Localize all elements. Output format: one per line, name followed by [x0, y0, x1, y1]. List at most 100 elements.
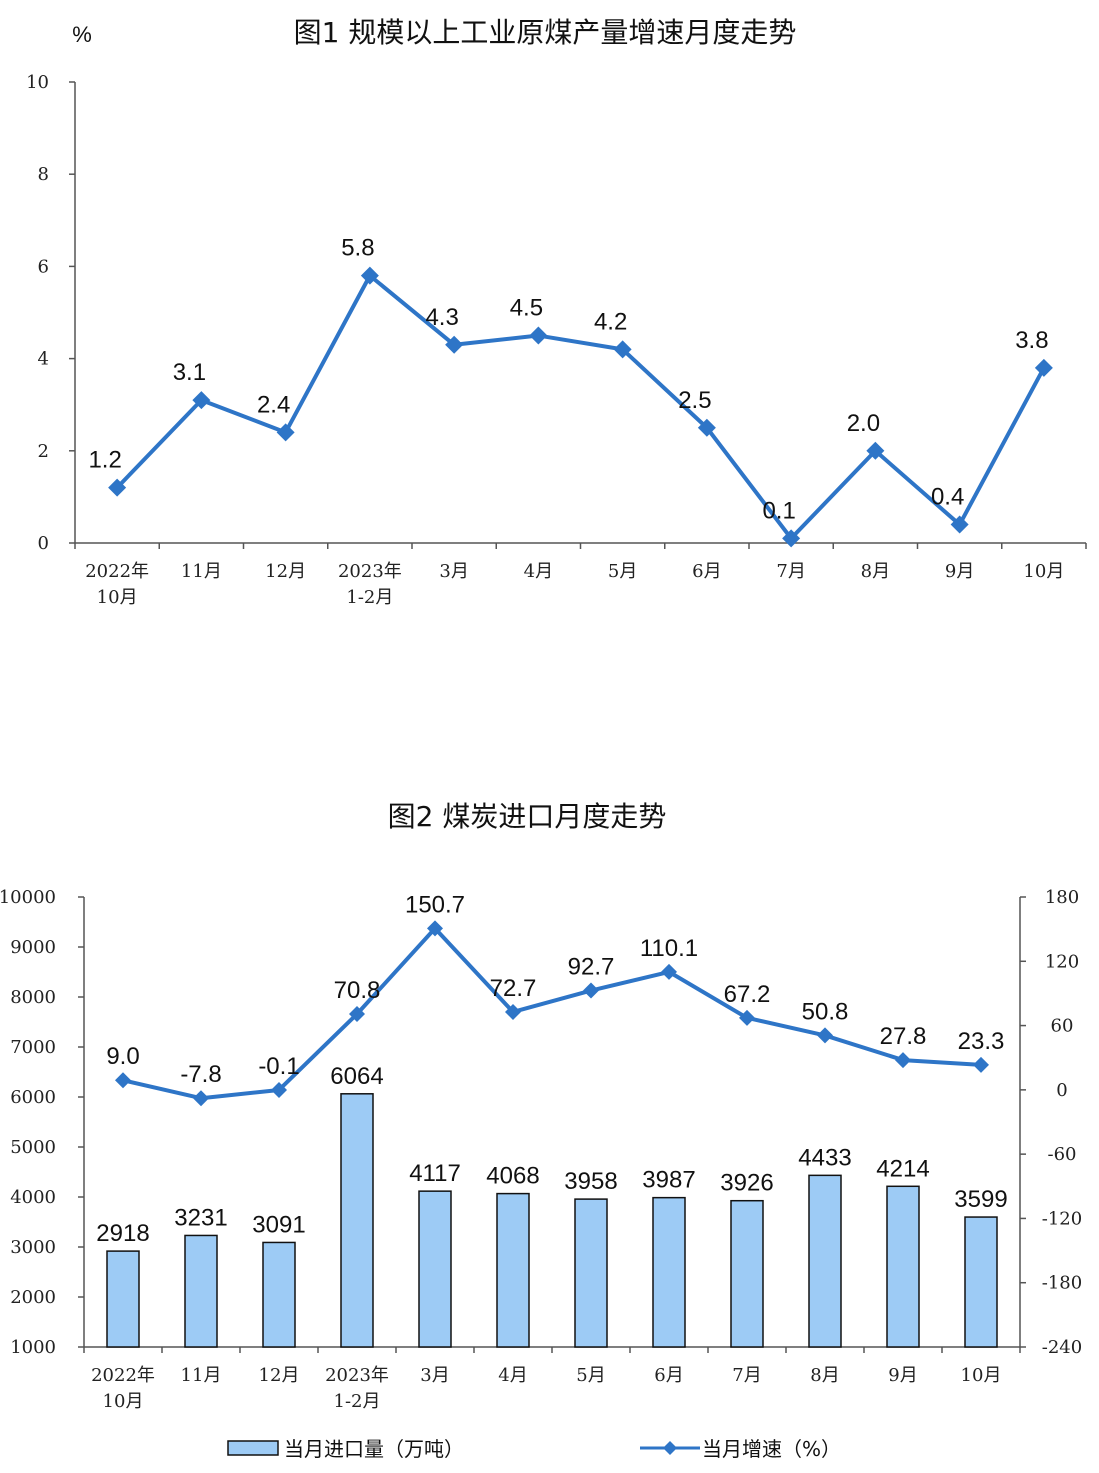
chart2-x-label: 7月	[732, 1365, 761, 1386]
chart2-bar-label: 4214	[876, 1155, 929, 1182]
chart2-line-label: 150.7	[405, 891, 465, 918]
chart2-bar-label: 3958	[564, 1168, 617, 1195]
chart1-points	[108, 266, 1053, 548]
chart2-bar	[574, 1198, 608, 1348]
chart1-data-label: 3.1	[173, 359, 206, 386]
chart2-line-label: 110.1	[640, 935, 698, 962]
chart1-data-point	[866, 441, 885, 460]
chart2-bar-label: 4433	[798, 1144, 851, 1171]
chart2-x-label: 9月	[888, 1365, 917, 1386]
chart2-right-tick-label: -240	[1042, 1337, 1082, 1358]
chart2-bar-label: 3599	[954, 1186, 1007, 1213]
chart2-right-tick-label: 180	[1045, 887, 1079, 908]
chart1-title: 图1 规模以上工业原煤产量增速月度走势	[294, 16, 797, 49]
chart2-data-point	[661, 963, 677, 980]
chart2-right-tick-label: -180	[1042, 1273, 1082, 1294]
chart2-data-point	[895, 1052, 911, 1069]
chart1-x-label: 4月	[524, 561, 553, 582]
chart2-line-label: -0.1	[258, 1053, 299, 1080]
chart1-x-label: 8月	[861, 561, 890, 582]
chart2-bar	[262, 1241, 296, 1348]
chart1-y-tick-label: 10	[26, 72, 49, 93]
chart1-x-label: 9月	[945, 561, 974, 582]
chart1-data-label: 4.2	[594, 308, 627, 335]
chart2-bar	[340, 1093, 374, 1348]
chart2-line-label: 9.0	[106, 1043, 139, 1070]
chart1-data-point	[1034, 358, 1053, 377]
chart2-left-tick-label: 3000	[10, 1237, 56, 1258]
chart2-bar-label: 6064	[330, 1063, 383, 1090]
chart1-data-label: 2.5	[678, 387, 711, 414]
chart2-right-tick-label: 120	[1045, 951, 1079, 972]
chart1-x-label: 7月	[776, 561, 805, 582]
chart2-line-label: -7.8	[180, 1061, 221, 1088]
chart1-y-tick-label: 2	[38, 441, 49, 462]
chart2-right-tick-label: 60	[1051, 1016, 1074, 1037]
chart2-line-label: 23.3	[958, 1028, 1005, 1055]
chart2-bar-label: 4117	[409, 1160, 461, 1187]
chart2-x-label: 3月	[420, 1365, 449, 1386]
chart1-data-point	[613, 340, 632, 359]
chart1-x-label: 6月	[692, 561, 721, 582]
legend-line-marker	[663, 1441, 677, 1455]
chart2-data-point	[115, 1072, 131, 1089]
chart1-data-label: 2.0	[847, 410, 880, 437]
chart2-line-label: 92.7	[568, 954, 615, 981]
chart2-left-tick-label: 1000	[10, 1337, 56, 1358]
chart1-x-label: 12月	[265, 561, 306, 582]
chart2-data-point	[271, 1081, 287, 1098]
chart2-points	[115, 920, 989, 1107]
chart2-right-y-ticks: -240 -180 -120 -60 0 60 120 180	[1020, 887, 1082, 1358]
chart2-right-tick-label: -120	[1042, 1208, 1082, 1229]
chart2-data-point	[427, 920, 443, 937]
chart1-data-label: 1.2	[88, 447, 121, 474]
legend-bar-swatch	[227, 1440, 279, 1456]
chart2-bar-label: 4068	[486, 1163, 539, 1190]
legend-bar-label: 当月进口量（万吨）	[284, 1437, 464, 1461]
chart2-data-point	[973, 1056, 989, 1073]
chart2-data-point	[349, 1006, 365, 1022]
chart1-series-line	[115, 273, 1046, 541]
chart2-data-point	[739, 1009, 755, 1026]
chart2-left-tick-label: 9000	[10, 937, 56, 958]
chart2-x-label: 8月	[810, 1365, 839, 1386]
chart2-x-label: 6月	[654, 1365, 683, 1386]
chart2-left-y-ticks: 1000 2000 3000 4000 5000 6000 7000 8000 9000 1000…	[0, 887, 84, 1358]
chart2-left-tick-label: 8000	[10, 987, 56, 1008]
chart1-data-label: 0.1	[762, 497, 795, 524]
chart2-legend: 当月进口量（万吨） 当月增速（%）	[227, 1437, 841, 1461]
chart2-line-label: 27.8	[880, 1023, 927, 1050]
chart2-bar-label: 3926	[720, 1170, 773, 1197]
chart1-data-label: 2.4	[257, 391, 290, 418]
chart1-y-tick-label: 8	[38, 164, 49, 185]
chart2-line-path	[122, 926, 982, 1101]
chart1-data-point	[445, 335, 464, 354]
chart2-bar	[652, 1196, 686, 1348]
chart1-data-point	[950, 515, 969, 534]
chart2-data-point	[193, 1090, 209, 1107]
chart2-axes	[83, 897, 1021, 1353]
chart1-data-labels: 1.2 3.1 2.4 5.8 4.3 4.5 4.2 2.5 0.1 2.0 0.4 3.8	[88, 235, 1048, 525]
chart2-x-label: 10月	[961, 1365, 1002, 1386]
chart1-data-point	[108, 478, 127, 497]
chart1-y-tick-label: 6	[38, 256, 49, 277]
chart2-bar-label: 3231	[174, 1204, 227, 1231]
chart1-y-ticks: 0 2 4 6 8 10	[26, 72, 75, 554]
chart1-data-label: 0.4	[931, 484, 964, 511]
chart2-x-label: 5月	[576, 1365, 605, 1386]
chart2-x-label: 11月	[181, 1365, 222, 1386]
chart2-bar	[418, 1190, 452, 1348]
chart2-left-tick-label: 5000	[10, 1137, 56, 1158]
chart1-axes	[74, 82, 1087, 549]
chart1-data-point	[697, 418, 716, 437]
chart2-data-point	[505, 1003, 521, 1020]
chart1-data-point	[782, 529, 801, 548]
chart2-line-label: 70.8	[334, 977, 381, 1004]
coal-import-chart: 图2 煤炭进口月度走势 1000 2000 3000 4000 5000 6000 7000…	[0, 800, 1082, 1461]
chart2-bar	[808, 1174, 842, 1348]
chart2-data-point	[817, 1027, 833, 1044]
chart2-bar	[730, 1199, 764, 1348]
chart2-bar	[184, 1234, 218, 1348]
chart2-left-tick-label: 7000	[10, 1037, 56, 1058]
chart2-x-label: 12月	[259, 1365, 300, 1386]
